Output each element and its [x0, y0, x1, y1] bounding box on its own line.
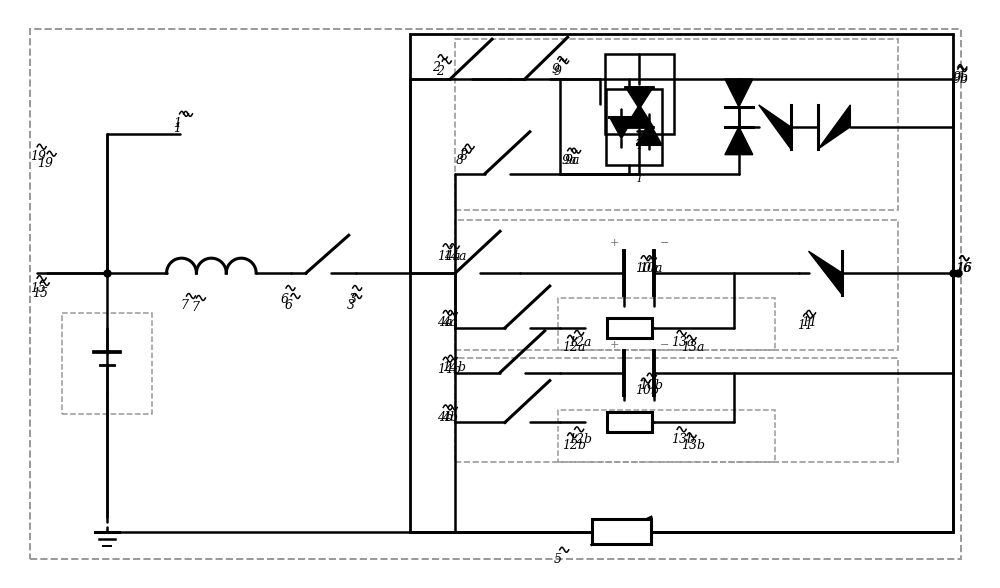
- Text: 5: 5: [554, 553, 562, 566]
- Text: 19: 19: [30, 150, 46, 163]
- Polygon shape: [625, 105, 653, 127]
- Text: 3: 3: [347, 299, 355, 312]
- Polygon shape: [759, 105, 791, 149]
- Text: 9: 9: [552, 62, 560, 76]
- Text: 3: 3: [349, 293, 357, 306]
- Text: −: −: [660, 340, 669, 350]
- Bar: [592, 519, 651, 544]
- Text: 1: 1: [174, 118, 182, 131]
- Text: 4a: 4a: [437, 316, 453, 329]
- Text: 10b: 10b: [639, 379, 663, 392]
- Text: 12b: 12b: [568, 433, 592, 446]
- Text: 16: 16: [955, 262, 971, 275]
- Text: T: T: [635, 139, 644, 152]
- Text: 7: 7: [181, 299, 189, 312]
- Text: 10a: 10a: [639, 262, 663, 275]
- Text: 9: 9: [554, 65, 562, 78]
- Text: 8: 8: [460, 150, 468, 163]
- Text: 12b: 12b: [562, 439, 586, 452]
- Bar: [455, 358, 898, 462]
- Text: 14b: 14b: [442, 361, 466, 374]
- Text: 14a: 14a: [437, 250, 461, 263]
- Bar: [558, 410, 775, 462]
- Polygon shape: [809, 251, 842, 295]
- Text: 19: 19: [37, 157, 53, 170]
- Text: 16: 16: [956, 262, 972, 275]
- Text: 12a: 12a: [568, 336, 591, 349]
- Text: 14a: 14a: [443, 250, 467, 263]
- Text: 12a: 12a: [562, 341, 585, 354]
- Text: 9a: 9a: [565, 154, 580, 167]
- Text: 6: 6: [281, 293, 289, 306]
- Text: 13a: 13a: [671, 336, 695, 349]
- Text: 14b: 14b: [437, 363, 461, 376]
- Text: −: −: [660, 238, 669, 248]
- Bar: [410, 34, 953, 532]
- Polygon shape: [609, 117, 633, 139]
- Text: 15: 15: [32, 286, 48, 299]
- Text: +: +: [610, 340, 619, 350]
- Text: 13b: 13b: [681, 439, 705, 452]
- Bar: [455, 220, 898, 350]
- Text: 4a: 4a: [442, 316, 458, 329]
- Bar: [607, 412, 652, 432]
- Text: 8: 8: [456, 154, 464, 167]
- Bar: [558, 298, 775, 350]
- Bar: [606, 89, 662, 165]
- Text: 13a: 13a: [681, 341, 705, 354]
- Text: 10a: 10a: [635, 262, 659, 275]
- Text: 1: 1: [174, 122, 182, 135]
- Bar: [605, 54, 674, 133]
- Bar: [62, 313, 152, 415]
- Polygon shape: [725, 127, 753, 155]
- Polygon shape: [637, 122, 661, 143]
- Text: 2: 2: [432, 61, 440, 74]
- Text: 10b: 10b: [635, 384, 659, 397]
- Text: 9a: 9a: [562, 154, 577, 167]
- Text: 11: 11: [802, 316, 818, 329]
- Polygon shape: [625, 87, 653, 109]
- Bar: [607, 318, 652, 338]
- Text: 6: 6: [285, 299, 293, 312]
- Text: 7: 7: [191, 302, 199, 315]
- Text: T: T: [636, 173, 643, 183]
- Text: +: +: [610, 238, 619, 248]
- Text: 9b: 9b: [953, 71, 969, 83]
- Text: 4b: 4b: [437, 411, 453, 424]
- Polygon shape: [818, 105, 850, 149]
- Text: 13b: 13b: [671, 433, 695, 446]
- Text: 4b: 4b: [442, 411, 458, 424]
- Text: 9b: 9b: [953, 72, 969, 85]
- Text: 11: 11: [798, 319, 814, 332]
- Bar: [455, 39, 898, 211]
- Text: 15: 15: [30, 282, 46, 295]
- Text: 2: 2: [436, 65, 444, 78]
- Polygon shape: [725, 79, 753, 107]
